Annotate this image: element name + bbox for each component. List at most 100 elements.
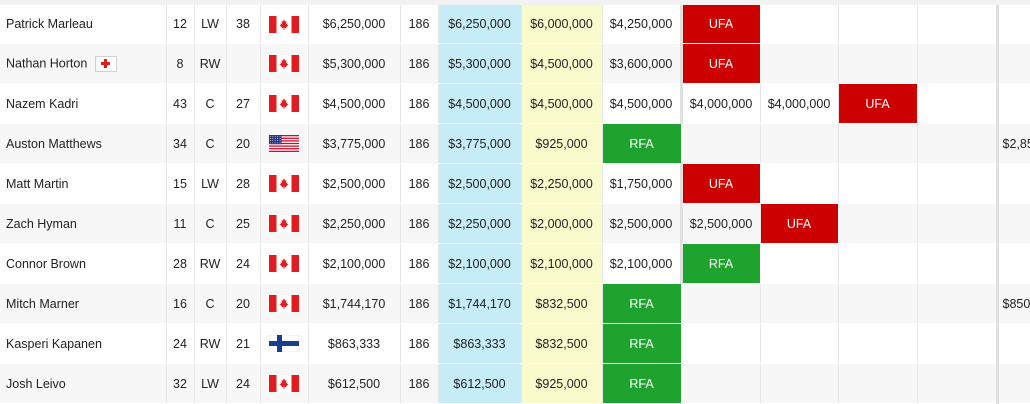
season-7-cell	[917, 323, 999, 364]
table-row[interactable]: Kasperi Kapanen 24 RW 21 $863,333 186 $863,333…	[0, 323, 1030, 364]
cap-hit: $2,250,000	[308, 203, 401, 244]
cap-hit: $2,100,000	[308, 243, 401, 284]
season-3-cell: $4,250,000	[602, 0, 683, 44]
nationality	[260, 43, 309, 84]
season-2-cell: $925,000	[521, 123, 603, 164]
buyout-cell	[997, 0, 1030, 44]
canada-flag-icon	[269, 55, 299, 72]
player-name[interactable]: Kasperi Kapanen	[0, 323, 167, 364]
canada-flag-icon	[269, 95, 299, 112]
buyout-cell	[997, 203, 1030, 244]
games-played: 186	[400, 363, 439, 404]
season-2-cell: $2,100,000	[521, 243, 603, 284]
table-row[interactable]: Nathan Horton 8 RW $5,300,000 186 $5,300,000 $…	[0, 43, 1030, 84]
position: C	[194, 83, 227, 124]
season-3-cell: RFA	[602, 363, 682, 404]
season-2-cell: $832,500	[521, 323, 603, 364]
season-2-cell: $2,250,000	[521, 163, 603, 204]
canada-flag-icon	[269, 255, 299, 272]
age: 21	[226, 323, 261, 364]
table-row[interactable]: Connor Brown 28 RW 24 $2,100,000 186 $2,100,00…	[0, 243, 1030, 284]
age	[226, 43, 261, 84]
player-name[interactable]: Zach Hyman	[0, 203, 167, 244]
player-name-label: Kasperi Kapanen	[6, 336, 102, 351]
games-played: 186	[400, 323, 439, 364]
season-6-cell: UFA	[838, 83, 918, 124]
player-name-label: Nazem Kadri	[6, 96, 79, 111]
season-7-cell	[917, 203, 999, 244]
player-name-label: Auston Matthews	[6, 136, 102, 151]
buyout-cell	[997, 363, 1030, 404]
jersey-number: 12	[166, 0, 195, 44]
table-row[interactable]: Auston Matthews 34 C 20 $3,775,000 186 $3,775,…	[0, 123, 1030, 164]
table-row[interactable]: Patrick Marleau 12 LW 38 $6,250,000 186 $6,250…	[0, 0, 1030, 44]
player-name[interactable]: Mitch Marner	[0, 283, 167, 324]
player-name[interactable]: Patrick Marleau	[0, 0, 167, 44]
table-row[interactable]: Josh Leivo 32 LW 24 $612,500 186 $612,500 $925,…	[0, 363, 1030, 404]
player-name[interactable]: Auston Matthews	[0, 123, 167, 164]
age: 20	[226, 123, 261, 164]
cap-hit: $6,250,000	[308, 0, 401, 44]
player-name[interactable]: Nathan Horton	[0, 43, 167, 84]
season-3-cell: RFA	[602, 323, 682, 364]
age: 27	[226, 83, 261, 124]
games-played: 186	[400, 123, 439, 164]
games-played: 186	[400, 163, 439, 204]
jersey-number: 32	[166, 363, 195, 404]
jersey-number: 34	[166, 123, 195, 164]
season-5-cell: $4,000,000	[760, 83, 839, 124]
season-6-cell	[838, 43, 918, 84]
season-7-cell	[917, 163, 999, 204]
season-4-cell: UFA	[681, 0, 761, 44]
player-name[interactable]: Nazem Kadri	[0, 83, 167, 124]
season-3-cell: RFA	[602, 283, 682, 324]
nationality	[260, 83, 309, 124]
age: 24	[226, 363, 261, 404]
season-5-cell	[760, 163, 839, 204]
season-4-cell	[681, 283, 761, 324]
buyout-cell: $2,850,000	[997, 123, 1030, 164]
position: LW	[194, 163, 227, 204]
player-name-label: Josh Leivo	[6, 376, 66, 391]
table-row[interactable]: Nazem Kadri 43 C 27 $4,500,000 186 $4,500,000 $…	[0, 83, 1030, 124]
nationality	[260, 203, 309, 244]
season-2-cell: $6,000,000	[521, 0, 603, 44]
season-7-cell	[917, 123, 999, 164]
season-2-cell: $2,000,000	[521, 203, 603, 244]
season-2-cell: $832,500	[521, 283, 603, 324]
position: RW	[194, 43, 227, 84]
player-name[interactable]: Connor Brown	[0, 243, 167, 284]
season-6-cell	[838, 123, 918, 164]
nationality	[260, 363, 309, 404]
season-2-cell: $925,000	[521, 363, 603, 404]
position: RW	[194, 243, 227, 284]
buyout-cell: $850,000	[997, 283, 1030, 324]
canada-flag-icon	[269, 375, 299, 392]
season-1-cell: $4,500,000	[438, 83, 522, 124]
nationality	[260, 123, 309, 164]
jersey-number: 28	[166, 243, 195, 284]
age: 24	[226, 243, 261, 284]
games-played: 186	[400, 283, 439, 324]
nationality	[260, 323, 309, 364]
table-row[interactable]: Mitch Marner 16 C 20 $1,744,170 186 $1,744,170…	[0, 283, 1030, 324]
season-6-cell	[838, 0, 918, 44]
position: C	[194, 123, 227, 164]
season-3-cell: $3,600,000	[602, 43, 683, 84]
season-1-cell: $2,100,000	[438, 243, 522, 284]
season-5-cell	[760, 323, 839, 364]
season-4-cell	[681, 363, 761, 404]
season-1-cell: $863,333	[438, 323, 522, 364]
canada-flag-icon	[269, 295, 299, 312]
table-row[interactable]: Zach Hyman 11 C 25 $2,250,000 186 $2,250,000 $2…	[0, 203, 1030, 244]
player-name-label: Connor Brown	[6, 256, 86, 271]
table-row[interactable]: Matt Martin 15 LW 28 $2,500,000 186 $2,500,000…	[0, 163, 1030, 204]
season-1-cell: $612,500	[438, 363, 522, 404]
jersey-number: 16	[166, 283, 195, 324]
player-name[interactable]: Josh Leivo	[0, 363, 167, 404]
games-played: 186	[400, 203, 439, 244]
buyout-cell	[997, 163, 1030, 204]
player-name[interactable]: Matt Martin	[0, 163, 167, 204]
cap-hit: $1,744,170	[308, 283, 401, 324]
season-5-cell	[760, 0, 839, 44]
